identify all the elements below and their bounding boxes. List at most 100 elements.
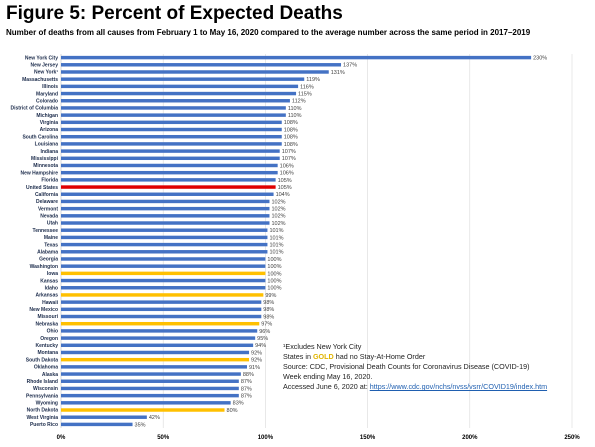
bar — [61, 185, 276, 189]
data-label: 99% — [265, 293, 276, 299]
data-label: 102% — [271, 214, 285, 220]
category-label: Wisconsin — [33, 386, 58, 392]
data-label: 102% — [271, 221, 285, 227]
data-label: 83% — [233, 401, 244, 407]
category-label: Louisiana — [35, 142, 59, 148]
bar — [61, 321, 260, 326]
bar — [61, 106, 286, 110]
data-label: 94% — [255, 343, 266, 349]
data-label: 110% — [288, 106, 302, 112]
category-label: Oregon — [40, 336, 58, 342]
category-label: Vermont — [38, 206, 58, 212]
data-label: 101% — [269, 250, 283, 256]
x-tick-label: 150% — [360, 435, 376, 441]
category-label: California — [35, 192, 58, 198]
category-label: New Hampshire — [20, 170, 58, 176]
category-label: United States — [26, 185, 58, 191]
bar — [61, 314, 262, 319]
category-label: Maryland — [36, 91, 58, 97]
category-label: Alaska — [42, 372, 58, 378]
bar — [61, 163, 278, 168]
bar — [61, 70, 329, 74]
category-label: Iowa — [47, 271, 58, 277]
data-label: 108% — [284, 142, 298, 148]
data-label: 115% — [298, 91, 312, 97]
category-label: South Carolina — [22, 134, 58, 140]
category-label: New York¹ — [34, 70, 58, 76]
data-label: 230% — [533, 55, 547, 61]
bar — [61, 55, 532, 60]
bar — [61, 91, 297, 96]
category-label: Ohio — [47, 329, 58, 335]
bar — [61, 415, 147, 419]
bar — [61, 113, 286, 117]
data-label: 87% — [241, 386, 252, 392]
gold-legend-word: GOLD — [312, 352, 334, 361]
data-label: 108% — [284, 135, 298, 141]
bar — [61, 214, 270, 218]
bar — [61, 228, 268, 232]
data-label: 92% — [251, 350, 262, 356]
data-label: 100% — [267, 286, 281, 292]
data-label: 106% — [280, 171, 294, 177]
category-label: Kentucky — [35, 343, 58, 349]
bar — [61, 401, 231, 405]
category-label: Georgia — [39, 257, 58, 263]
category-label: Oklahoma — [34, 365, 58, 371]
bar — [61, 99, 290, 103]
category-label: Hawaii — [42, 300, 58, 306]
category-label: New Jersey — [30, 62, 58, 68]
x-tick-label: 100% — [258, 435, 274, 441]
data-label: 100% — [267, 264, 281, 270]
x-tick-label: 0% — [57, 435, 66, 441]
data-label: 101% — [269, 228, 283, 234]
category-label: Puerto Rico — [30, 422, 58, 428]
bar — [61, 379, 239, 383]
bar — [61, 242, 268, 247]
source-link[interactable]: https://www.cdc.gov/nchs/nvss/vsrr/COVID… — [369, 382, 548, 391]
bar — [61, 156, 280, 161]
bar — [61, 127, 282, 132]
category-label: Delaware — [36, 199, 58, 205]
gold-legend-pre: States in — [283, 352, 313, 361]
bar — [61, 120, 282, 125]
source-text: Source: CDC, Provisional Death Counts fo… — [283, 362, 530, 371]
category-label: Idaho — [45, 285, 58, 291]
category-label: Texas — [44, 242, 58, 248]
week-text: Week ending May 16, 2020. — [283, 372, 373, 381]
data-label: 101% — [269, 235, 283, 241]
bar — [61, 422, 133, 427]
category-label: Pennsylvania — [26, 393, 58, 399]
category-label: Florida — [41, 178, 58, 184]
data-label: 100% — [267, 271, 281, 277]
data-label: 35% — [135, 422, 146, 428]
data-label: 98% — [263, 300, 274, 306]
category-label: Tennessee — [33, 228, 59, 234]
bar — [61, 336, 256, 340]
data-label: 97% — [261, 322, 272, 328]
data-label: 98% — [263, 314, 274, 320]
category-label: Washington — [30, 264, 58, 270]
category-label: New York City — [25, 55, 58, 61]
category-label: Virginia — [40, 120, 58, 126]
bar — [61, 365, 248, 369]
category-label: West Virginia — [27, 415, 59, 421]
category-label: Rhode Island — [27, 379, 58, 385]
x-tick-label: 50% — [157, 435, 170, 441]
category-label: Arkansas — [35, 293, 58, 299]
bar — [61, 350, 250, 355]
bar — [61, 149, 280, 153]
data-label: 102% — [271, 199, 285, 205]
data-label: 137% — [343, 63, 357, 69]
data-label: 106% — [280, 163, 294, 169]
bar — [61, 264, 266, 268]
bar — [61, 271, 266, 276]
data-label: 119% — [306, 77, 320, 83]
category-label: Michigan — [36, 113, 58, 119]
category-label: Maine — [44, 235, 58, 241]
gold-legend: States in GOLD had no Stay-At-Home Order — [283, 352, 547, 362]
data-labels: 230%137%131%119%116%115%112%110%110%108%… — [135, 55, 548, 428]
bar — [61, 192, 274, 196]
category-label: Montana — [37, 350, 58, 356]
data-label: 100% — [267, 278, 281, 284]
